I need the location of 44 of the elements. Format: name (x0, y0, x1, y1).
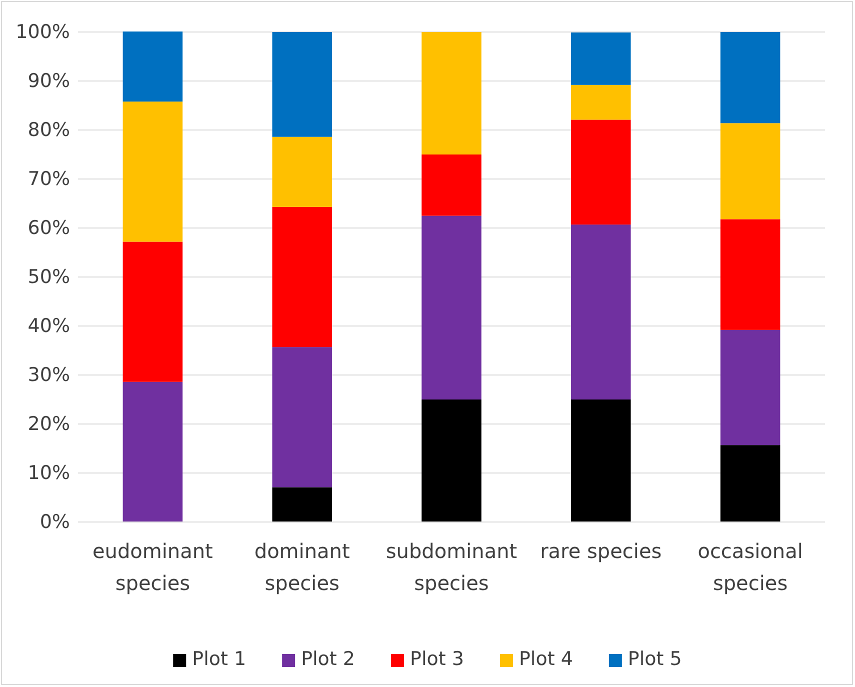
bar (720, 32, 780, 124)
legend-label: Plot 4 (518, 648, 573, 670)
y-tick-label: 100% (16, 21, 70, 44)
bar (720, 123, 780, 220)
bar (571, 224, 631, 400)
y-tick-label: 90% (28, 70, 70, 92)
x-tick-label: occasional species (698, 539, 803, 595)
bar (272, 32, 332, 137)
bar (720, 445, 780, 522)
legend-label: Plot 1 (192, 648, 246, 670)
bar (122, 242, 183, 382)
bar (571, 84, 631, 120)
y-tick-label: 70% (28, 168, 70, 190)
y-tick-label: 0% (40, 511, 70, 534)
y-tick-label: 80% (28, 119, 70, 142)
legend-label: Plot 3 (410, 648, 464, 670)
x-tick-label: dominant species (254, 539, 350, 595)
bar (122, 102, 183, 242)
bar (422, 400, 482, 522)
y-tick-label: 60% (28, 217, 70, 240)
bar (122, 32, 183, 102)
y-tick-label: 30% (28, 364, 70, 386)
bar (422, 154, 482, 216)
bar (122, 382, 183, 522)
bar (422, 32, 482, 154)
bar (272, 487, 332, 522)
x-tick-label: subdominant species (386, 539, 518, 595)
bar (720, 330, 780, 446)
legend-label: Plot 5 (628, 648, 682, 670)
bar (272, 347, 332, 488)
bar (272, 206, 332, 348)
y-tick-label: 10% (28, 462, 70, 484)
x-tick-label: eudominant species (92, 539, 214, 595)
y-tick-label: 50% (28, 266, 70, 288)
y-tick-label: 20% (28, 413, 70, 436)
x-tick-label: rare species (540, 539, 662, 563)
bar (571, 400, 631, 522)
bar (272, 136, 332, 207)
legend-label: Plot 2 (301, 648, 356, 670)
bar (422, 216, 482, 400)
bar (720, 219, 780, 330)
bar (571, 120, 631, 225)
y-tick-label: 40% (28, 315, 70, 338)
bar (571, 32, 631, 85)
